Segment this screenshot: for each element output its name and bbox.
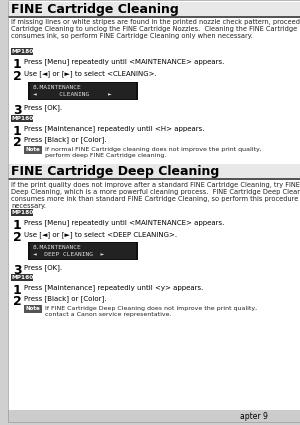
Bar [8,410,300,422]
Text: Press [OK].: Press [OK]. [24,264,62,271]
Text: If missing lines or white stripes are found in the printed nozzle check pattern,: If missing lines or white stripes are fo… [11,19,300,39]
Text: MP180: MP180 [12,210,34,215]
Text: 3: 3 [13,264,22,277]
Text: Press [Menu] repeatedly until <MAINTENANCE> appears.: Press [Menu] repeatedly until <MAINTENAN… [24,58,224,65]
Text: 1: 1 [13,125,22,138]
Bar [30,83,136,99]
Text: apter 9: apter 9 [240,412,268,421]
Bar [28,82,138,100]
Text: Use [◄] or [►] to select <DEEP CLEANING>.: Use [◄] or [►] to select <DEEP CLEANING>… [24,231,177,238]
Text: Press [Black] or [Color].: Press [Black] or [Color]. [24,295,106,302]
Text: FINE Cartridge Cleaning: FINE Cartridge Cleaning [11,3,179,16]
Bar [11,274,33,281]
Text: MP160: MP160 [12,116,34,121]
Bar [24,146,42,154]
Text: Note: Note [25,147,40,152]
Bar [24,305,42,313]
Text: 2: 2 [13,295,22,308]
Text: ◄  DEEP CLEANING  ►: ◄ DEEP CLEANING ► [33,252,104,257]
Text: 8.MAINTENANCE: 8.MAINTENANCE [33,245,82,250]
Text: 3: 3 [13,104,22,117]
Text: 2: 2 [13,136,22,149]
Bar [11,115,33,122]
Text: 2: 2 [13,70,22,83]
Text: Press [OK].: Press [OK]. [24,104,62,111]
Text: 1: 1 [13,284,22,297]
Text: 1: 1 [13,58,22,71]
Bar [8,164,300,178]
Text: Press [Maintenance] repeatedly until <y> appears.: Press [Maintenance] repeatedly until <y>… [24,284,203,291]
Bar [11,48,33,55]
Bar [28,242,138,260]
Bar [8,178,300,180]
Text: ◄      CLEANING     ►: ◄ CLEANING ► [33,92,112,97]
Bar [11,209,33,216]
Text: If FINE Cartridge Deep Cleaning does not improve the print quality,
contact a Ca: If FINE Cartridge Deep Cleaning does not… [45,306,257,317]
Text: Note: Note [25,306,40,311]
Bar [8,2,300,16]
Bar [30,243,136,259]
Text: 8.MAINTENANCE: 8.MAINTENANCE [33,85,82,90]
Text: If normal FINE Cartridge cleaning does not improve the print quality,
perform de: If normal FINE Cartridge cleaning does n… [45,147,262,158]
Text: Press [Menu] repeatedly until <MAINTENANCE> appears.: Press [Menu] repeatedly until <MAINTENAN… [24,219,224,226]
Text: FINE Cartridge Deep Cleaning: FINE Cartridge Deep Cleaning [11,165,219,178]
Text: 2: 2 [13,231,22,244]
Text: Press [Maintenance] repeatedly until <H> appears.: Press [Maintenance] repeatedly until <H>… [24,125,205,132]
Bar [8,16,300,18]
Text: 1: 1 [13,219,22,232]
Text: Press [Black] or [Color].: Press [Black] or [Color]. [24,136,106,143]
Text: MP180: MP180 [12,49,34,54]
Text: If the print quality does not improve after a standard FINE Cartridge Cleaning, : If the print quality does not improve af… [11,182,300,209]
Text: MP160: MP160 [12,275,34,280]
Text: Use [◄] or [►] to select <CLEANING>.: Use [◄] or [►] to select <CLEANING>. [24,70,157,77]
